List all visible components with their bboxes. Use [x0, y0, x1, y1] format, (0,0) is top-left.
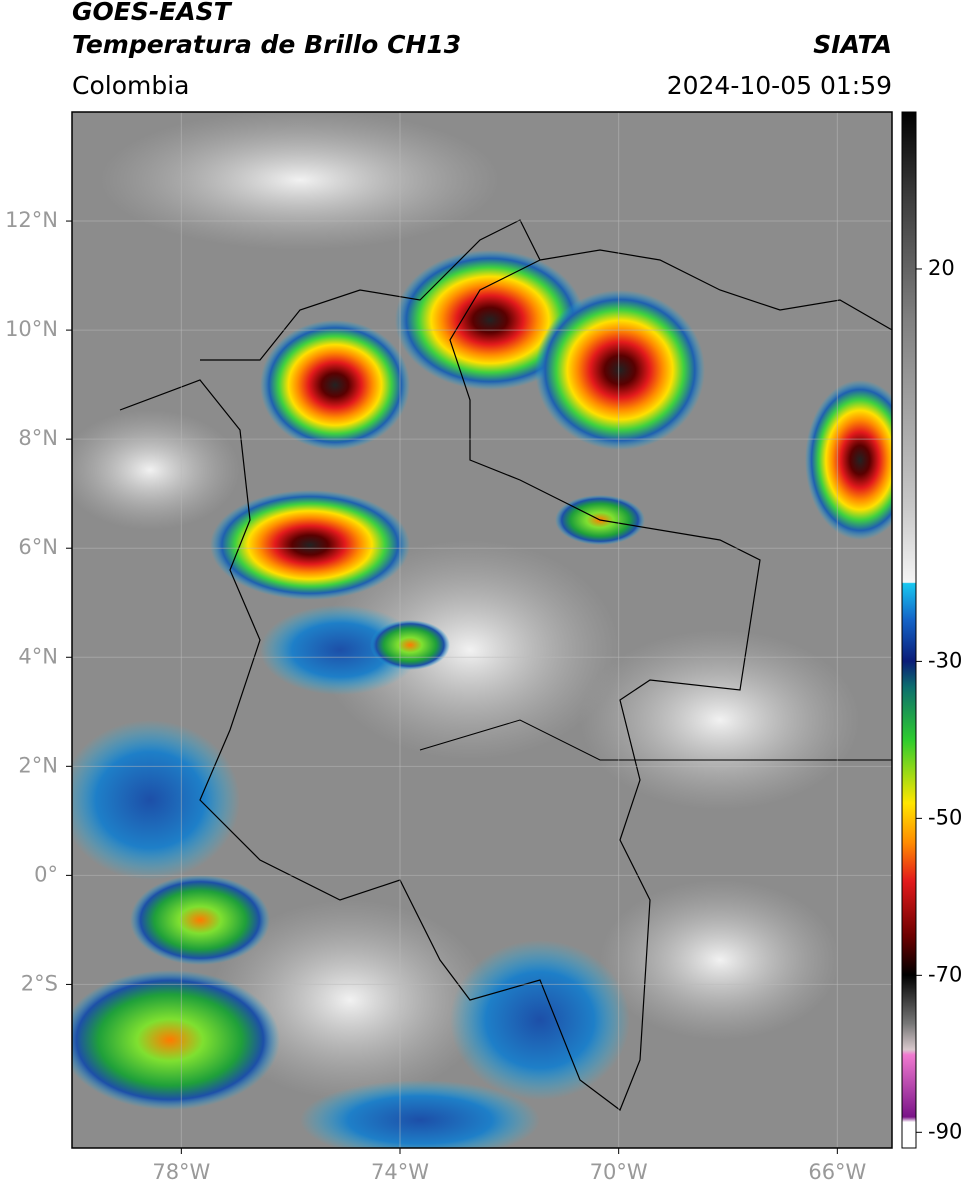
y-tick-label: 4°N: [18, 644, 58, 668]
satellite-image: [72, 112, 892, 1148]
source-label: SIATA: [813, 30, 892, 59]
x-tick-label: 78°W: [152, 1160, 210, 1184]
colorbar-tick-label: -90: [928, 1119, 962, 1143]
product-title: Temperatura de Brillo CH13: [72, 30, 461, 59]
x-tick-label: 70°W: [590, 1160, 648, 1184]
y-tick-label: 6°N: [18, 535, 58, 559]
y-tick-label: 12°N: [5, 208, 58, 232]
x-tick-label: 66°W: [808, 1160, 866, 1184]
satellite-title: GOES-EAST: [72, 0, 233, 26]
y-tick-label: 8°N: [18, 426, 58, 450]
colorbar-tick-label: -70: [928, 962, 962, 986]
region-label: Colombia: [72, 71, 189, 100]
y-tick-label: 0°: [34, 862, 58, 886]
colorbar: [901, 111, 917, 1149]
map-frame: [71, 111, 893, 1149]
y-tick-label: 2°N: [18, 753, 58, 777]
colorbar-tick-label: -50: [928, 805, 962, 829]
x-tick-label: 74°W: [371, 1160, 429, 1184]
y-tick-label: 10°N: [5, 317, 58, 341]
graticule: [72, 112, 892, 1148]
colorbar-tick-label: -30: [928, 648, 962, 672]
timestamp: 2024-10-05 01:59: [667, 71, 892, 100]
colorbar-tick-label: 20: [928, 256, 955, 280]
y-tick-label: 2°S: [21, 971, 58, 995]
